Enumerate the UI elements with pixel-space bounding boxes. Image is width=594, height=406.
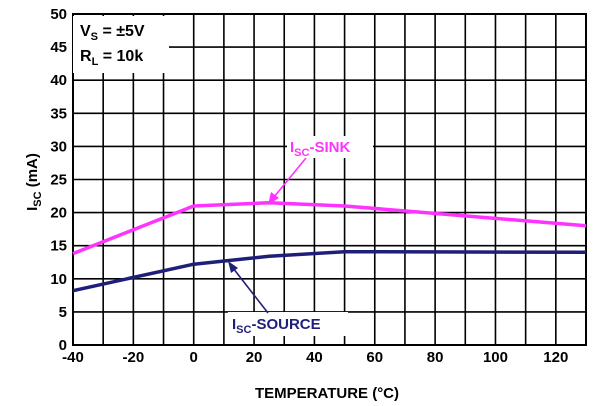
tick-labels: -40 -20 0 20 40 60 80 100 120 0 5 10 15 20 25 30 35 40 45 5… — [50, 6, 568, 366]
y-tick-label: 15 — [50, 238, 67, 255]
sink-label-background — [287, 136, 373, 158]
x-tick-label: 40 — [306, 349, 323, 366]
y-tick-label: 5 — [59, 304, 67, 321]
condition-vs: VS = ±5V — [80, 23, 145, 43]
conditions-box: VS = ±5V RL = 10k — [73, 16, 169, 73]
x-tick-label: 100 — [483, 349, 508, 366]
x-tick-label: 80 — [427, 349, 444, 366]
conditions-box-background — [73, 16, 169, 73]
y-tick-label: 45 — [50, 39, 67, 56]
y-tick-label: 0 — [59, 337, 67, 354]
sink-arrow-head — [268, 192, 279, 205]
source-arrow-head — [228, 261, 238, 273]
source-arrow-line — [232, 267, 269, 314]
y-tick-label: 25 — [50, 172, 67, 189]
sink-arrow-line — [273, 157, 307, 198]
x-tick-label: 20 — [246, 349, 263, 366]
y-tick-label: 30 — [50, 138, 67, 155]
source-label-background — [228, 312, 348, 336]
condition-rl: RL = 10k — [80, 48, 143, 68]
x-tick-label: -40 — [62, 349, 84, 366]
series-line-source — [72, 249, 587, 293]
y-axis-title: ISC (mA) — [24, 153, 44, 211]
source-label-group: ISC-SOURCE — [228, 261, 348, 336]
y-tick-label: 20 — [50, 205, 67, 222]
y-tick-label: 40 — [50, 72, 67, 89]
x-tick-label: 60 — [366, 349, 383, 366]
x-tick-label: 120 — [543, 349, 568, 366]
source-label: ISC-SOURCE — [232, 316, 321, 336]
x-tick-label: -20 — [123, 349, 145, 366]
y-tick-label: 50 — [50, 6, 67, 23]
sink-label: ISC-SINK — [290, 139, 350, 159]
x-axis-title: TEMPERATURE (°C) — [255, 385, 399, 402]
y-tick-label: 10 — [50, 271, 67, 288]
sink-label-group: ISC-SINK — [268, 136, 373, 205]
y-tick-label: 35 — [50, 105, 67, 122]
x-tick-label: 0 — [190, 349, 198, 366]
plot-area — [72, 200, 587, 293]
